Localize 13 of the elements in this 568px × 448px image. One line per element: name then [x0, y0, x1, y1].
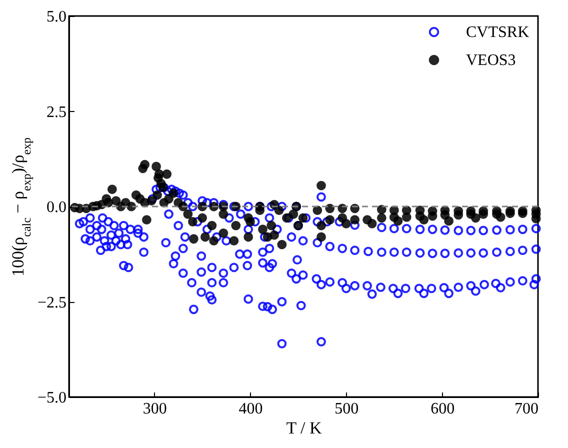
x-tick-label: 300 [142, 400, 167, 418]
x-tick-label: 500 [334, 400, 359, 418]
x-tick-label: 600 [430, 400, 455, 418]
x-tick-label: 400 [238, 400, 263, 418]
y-tick-label: 0.0 [46, 199, 66, 216]
y-tick-label: 2.5 [46, 104, 66, 121]
legend-label: VEOS3 [466, 52, 516, 69]
y-tick-label: 5.0 [46, 8, 66, 26]
x-tick-label: 700 [514, 400, 538, 418]
legend-label: CVTSRK [466, 24, 530, 41]
y-tick-label: −5.0 [37, 390, 66, 406]
x-axis-title: T / K [286, 418, 323, 438]
y-tick-label: −2.5 [37, 294, 66, 312]
